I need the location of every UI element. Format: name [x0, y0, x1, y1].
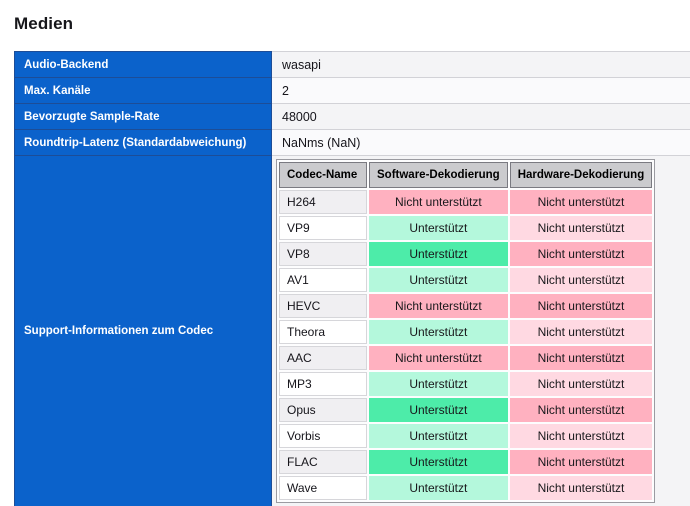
codec-name-cell: HEVC: [279, 294, 367, 318]
hardware-status-cell: Nicht unterstützt: [509, 268, 653, 292]
info-row-label: Audio-Backend: [14, 51, 272, 78]
software-status-cell: Unterstützt: [369, 398, 508, 422]
info-row-value: 48000: [271, 103, 690, 130]
codec-header-row: Codec-Name Software-Dekodierung Hardware…: [279, 162, 653, 188]
table-row: Support-Informationen zum Codec Codec-Na…: [14, 155, 690, 506]
hardware-status-cell: Nicht unterstützt: [509, 346, 653, 370]
software-status-cell: Unterstützt: [369, 216, 508, 240]
codec-name-cell: AV1: [279, 268, 367, 292]
software-status-cell: Nicht unterstützt: [369, 190, 508, 214]
table-row: Bevorzugte Sample-Rate 48000: [14, 103, 690, 130]
codec-name-header: Codec-Name: [279, 162, 367, 188]
codec-name-cell: VP8: [279, 242, 367, 266]
codec-row: H264 Nicht unterstützt Nicht unterstützt: [279, 190, 653, 214]
hardware-status-cell: Nicht unterstützt: [509, 320, 653, 344]
hardware-status-cell: Nicht unterstützt: [509, 216, 653, 240]
hardware-decode-header: Hardware-Dekodierung: [509, 162, 653, 188]
codec-name-cell: AAC: [279, 346, 367, 370]
codec-name-cell: VP9: [279, 216, 367, 240]
info-row-value: wasapi: [271, 51, 690, 78]
codec-row: Opus Unterstützt Nicht unterstützt: [279, 398, 653, 422]
codec-name-cell: FLAC: [279, 450, 367, 474]
software-status-cell: Unterstützt: [369, 476, 508, 500]
info-row-label: Support-Informationen zum Codec: [14, 155, 272, 506]
codec-name-cell: Theora: [279, 320, 367, 344]
codec-row: MP3 Unterstützt Nicht unterstützt: [279, 372, 653, 396]
software-status-cell: Nicht unterstützt: [369, 294, 508, 318]
software-status-cell: Unterstützt: [369, 450, 508, 474]
codec-name-cell: Vorbis: [279, 424, 367, 448]
hardware-status-cell: Nicht unterstützt: [509, 294, 653, 318]
hardware-status-cell: Nicht unterstützt: [509, 476, 653, 500]
codec-row: FLAC Unterstützt Nicht unterstützt: [279, 450, 653, 474]
hardware-status-cell: Nicht unterstützt: [509, 372, 653, 396]
codec-name-cell: Wave: [279, 476, 367, 500]
software-decode-header: Software-Dekodierung: [369, 162, 508, 188]
software-status-cell: Nicht unterstützt: [369, 346, 508, 370]
codec-row: AAC Nicht unterstützt Nicht unterstützt: [279, 346, 653, 370]
software-status-cell: Unterstützt: [369, 372, 508, 396]
software-status-cell: Unterstützt: [369, 242, 508, 266]
codec-support-table: Codec-Name Software-Dekodierung Hardware…: [276, 159, 656, 503]
info-row-value: 2: [271, 77, 690, 104]
hardware-status-cell: Nicht unterstützt: [509, 398, 653, 422]
codec-row: AV1 Unterstützt Nicht unterstützt: [279, 268, 653, 292]
codec-name-cell: MP3: [279, 372, 367, 396]
info-row-label: Roundtrip-Latenz (Standardabweichung): [14, 129, 272, 156]
codec-row: VP9 Unterstützt Nicht unterstützt: [279, 216, 653, 240]
hardware-status-cell: Nicht unterstützt: [509, 424, 653, 448]
codec-row: VP8 Unterstützt Nicht unterstützt: [279, 242, 653, 266]
codec-support-cell: Codec-Name Software-Dekodierung Hardware…: [271, 155, 690, 506]
table-row: Audio-Backend wasapi: [14, 51, 690, 78]
codec-name-cell: Opus: [279, 398, 367, 422]
codec-row: Theora Unterstützt Nicht unterstützt: [279, 320, 653, 344]
software-status-cell: Unterstützt: [369, 424, 508, 448]
info-row-label: Bevorzugte Sample-Rate: [14, 103, 272, 130]
table-row: Max. Kanäle 2: [14, 77, 690, 104]
hardware-status-cell: Nicht unterstützt: [509, 190, 653, 214]
table-row: Roundtrip-Latenz (Standardabweichung) Na…: [14, 129, 690, 156]
hardware-status-cell: Nicht unterstützt: [509, 242, 653, 266]
hardware-status-cell: Nicht unterstützt: [509, 450, 653, 474]
codec-row: HEVC Nicht unterstützt Nicht unterstützt: [279, 294, 653, 318]
software-status-cell: Unterstützt: [369, 268, 508, 292]
page-title: Medien: [14, 14, 74, 33]
software-status-cell: Unterstützt: [369, 320, 508, 344]
info-row-value: NaNms (NaN): [271, 129, 690, 156]
codec-row: Vorbis Unterstützt Nicht unterstützt: [279, 424, 653, 448]
codec-row: Wave Unterstützt Nicht unterstützt: [279, 476, 653, 500]
info-row-label: Max. Kanäle: [14, 77, 272, 104]
codec-name-cell: H264: [279, 190, 367, 214]
media-info-table: Audio-Backend wasapi Max. Kanäle 2 Bevor…: [14, 51, 690, 506]
